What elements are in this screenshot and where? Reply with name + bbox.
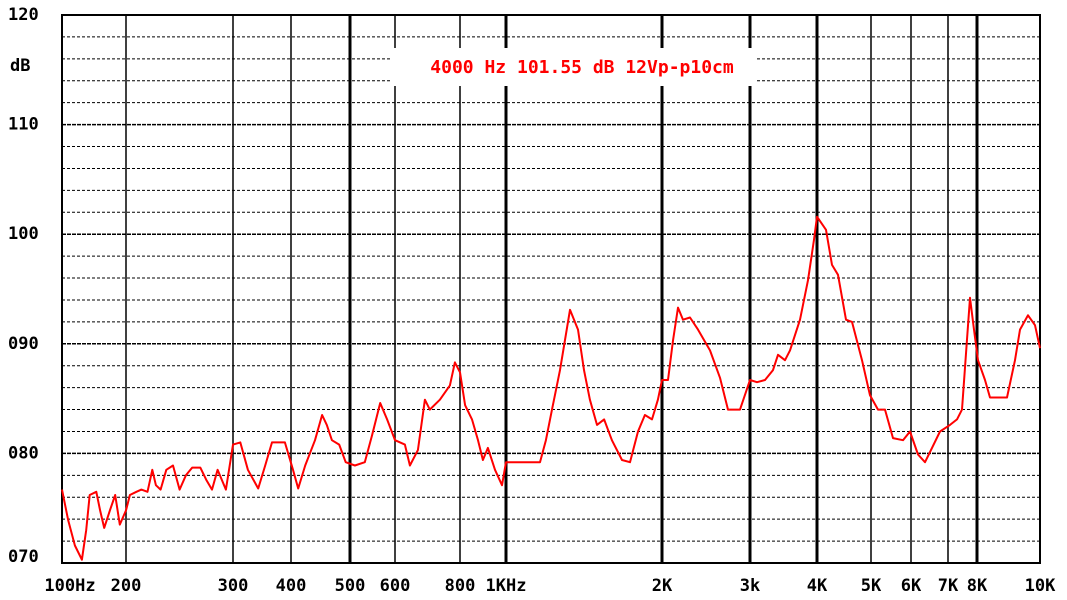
x-tick-label: 600	[380, 576, 411, 596]
x-tick-label: 500	[335, 576, 366, 596]
y-axis-label: dB	[10, 56, 30, 76]
x-tick-label: 7K	[938, 576, 959, 596]
x-tick-label: 300	[218, 576, 249, 596]
y-tick-label: 080	[8, 443, 39, 463]
x-tick-label: 8K	[967, 576, 988, 596]
x-tick-label: 1KHz	[486, 576, 527, 596]
x-tick-label: 4K	[807, 576, 828, 596]
x-tick-label: 800	[445, 576, 476, 596]
x-tick-label: 10K	[1025, 576, 1056, 596]
x-tick-label: 3k	[740, 576, 760, 596]
annotation-box	[390, 48, 755, 86]
plot-border	[61, 14, 1041, 564]
line	[61, 215, 1041, 561]
y-tick-label: 110	[8, 115, 39, 135]
x-tick-label: 6K	[901, 576, 922, 596]
x-tick-label: 400	[276, 576, 307, 596]
y-tick-label: 120	[8, 5, 39, 25]
y-tick-label: 100	[8, 224, 39, 244]
annotation: 4000 Hz 101.55 dB 12Vp-p10cm	[430, 57, 734, 78]
x-tick-label: 2K	[652, 576, 673, 596]
y-tick-label: 070	[8, 547, 39, 567]
x-tick-label: 5K	[861, 576, 882, 596]
y-tick-label: 090	[8, 334, 39, 354]
x-tick-label: 200	[111, 576, 142, 596]
x-tick-label: 100Hz	[44, 576, 95, 596]
